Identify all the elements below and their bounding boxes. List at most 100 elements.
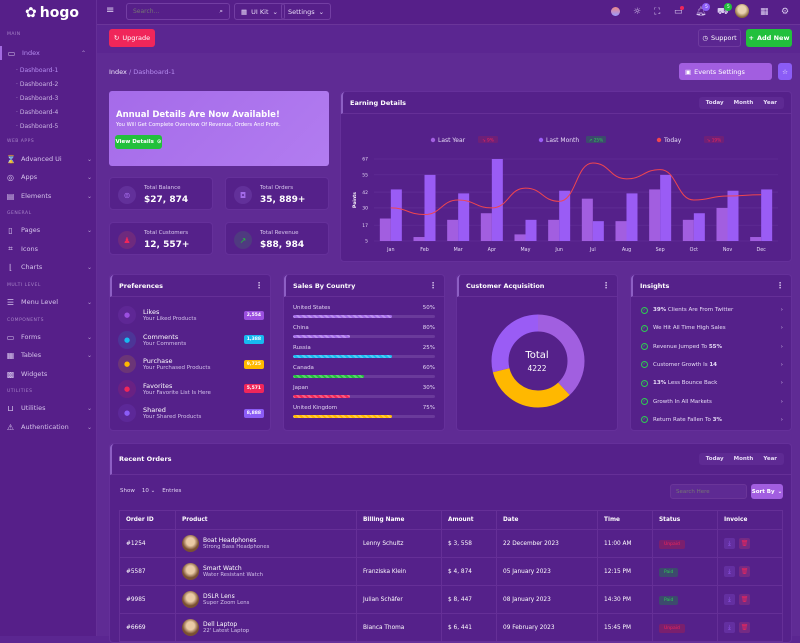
search-icon[interactable]: ⌕ [219, 7, 223, 15]
events-settings-button[interactable]: ▣ Events Settings [679, 63, 772, 80]
more-icon[interactable]: ⋮ [255, 281, 263, 290]
download-icon[interactable]: ⤓ [724, 622, 735, 633]
bar-last-month[interactable] [592, 221, 604, 241]
bar-last-month[interactable] [458, 193, 470, 241]
gear-icon[interactable]: ⚙ [781, 7, 790, 17]
column-header[interactable]: Date [496, 510, 598, 530]
sidebar-item-menu-level[interactable]: ☰ Menu Level ⌄ [6, 297, 92, 307]
sidebar-item-dashboard-2[interactable]: Dashboard-2 [16, 81, 59, 88]
sidebar-item-advanced-ui[interactable]: ⌛ Advanced Ui ⌄ [6, 154, 92, 164]
sidebar-item-authentication[interactable]: ⚠ Authentication ⌄ [6, 422, 92, 432]
legend-item[interactable]: Today ↘ 19% [656, 136, 724, 144]
preference-item[interactable]: ● Likes Your Liked Products 2,554 [118, 303, 264, 327]
view-details-button[interactable]: View Details ⊙ [115, 135, 162, 149]
bar-last-year[interactable] [581, 198, 593, 241]
bar-last-month[interactable] [559, 190, 571, 241]
menu-toggle-icon[interactable]: ≡ [106, 5, 115, 16]
flag-icon[interactable] [611, 7, 620, 16]
bar-last-year[interactable] [548, 219, 560, 241]
more-icon[interactable]: ⋮ [776, 281, 784, 290]
column-header[interactable]: Product [175, 510, 357, 530]
sidebar-item-widgets[interactable]: ▩ Widgets [6, 369, 48, 379]
sidebar-item-index[interactable]: ▭ Index ⌃ [0, 46, 86, 60]
delete-icon[interactable]: 🗑︎ [739, 538, 750, 549]
preference-item[interactable]: ● Purchase Your Purchased Products 9,725 [118, 352, 264, 376]
apps-grid-icon[interactable]: ▦ [760, 7, 769, 17]
bar-last-year[interactable] [615, 221, 627, 241]
insight-item[interactable]: ✓ Customer Growth Is 14 › [641, 361, 783, 369]
sidebar-item-icons[interactable]: ⌗ Icons [6, 242, 92, 256]
column-header[interactable]: Amount [441, 510, 497, 530]
delete-icon[interactable]: 🗑︎ [739, 566, 750, 577]
donut-slice[interactable] [491, 314, 585, 408]
download-icon[interactable]: ⤓ [724, 566, 735, 577]
search-input[interactable] [133, 8, 213, 15]
messages-icon[interactable]: ▭ [674, 6, 684, 17]
insight-item[interactable]: ✓ 13% Less Bounce Back › [641, 379, 783, 387]
brand-logo[interactable]: ✿ hogo [25, 5, 79, 21]
column-header[interactable]: Time [597, 510, 653, 530]
sidebar-item-dashboard-3[interactable]: Dashboard-3 [16, 95, 59, 102]
sidebar-item-dashboard-5[interactable]: Dashboard-5 [16, 123, 59, 130]
user-avatar[interactable] [735, 4, 749, 18]
bar-last-month[interactable] [660, 174, 672, 241]
search-box[interactable]: ⌕ [126, 3, 230, 20]
sidebar-item-apps[interactable]: ◎ Apps ⌄ [7, 172, 92, 182]
download-icon[interactable]: ⤓ [724, 538, 735, 549]
sidebar-item-dashboard-4[interactable]: Dashboard-4 [16, 109, 59, 116]
bar-last-year[interactable] [750, 237, 762, 241]
delete-icon[interactable]: 🗑︎ [739, 594, 750, 605]
notifications-icon[interactable]: 🔔︎ 5 [695, 3, 711, 17]
fullscreen-icon[interactable]: ⛶ [654, 7, 661, 17]
tab-today[interactable]: Today [705, 456, 724, 462]
bar-last-year[interactable] [682, 219, 694, 241]
bar-last-month[interactable] [727, 190, 739, 241]
bar-last-year[interactable] [379, 218, 391, 241]
preference-item[interactable]: ● Favorites Your Favorite List Is Here 5,… [118, 377, 264, 401]
sidebar-item-dashboard-1[interactable]: Dashboard-1 [16, 67, 59, 74]
bar-last-year[interactable] [413, 237, 425, 241]
bar-last-year[interactable] [447, 219, 459, 241]
sidebar-item-charts[interactable]: ⌊ Charts ⌄ [6, 260, 92, 274]
preference-item[interactable]: ● Comments Your Comments 1,388 [118, 328, 264, 352]
tab-year[interactable]: Year [763, 456, 777, 462]
ui-kit-dropdown[interactable]: ▦ UI Kit ⌄ [234, 3, 285, 20]
sidebar-item-pages[interactable]: ▯ Pages ⌄ [6, 223, 92, 237]
sort-by-button[interactable]: Sort By ⌄ [751, 484, 783, 499]
column-header[interactable]: Billing Name [356, 510, 442, 530]
bar-last-month[interactable] [491, 159, 503, 241]
insight-item[interactable]: ✓ Return Rate Fallen To 3% › [641, 416, 783, 424]
upgrade-button[interactable]: ↻ Upgrade [109, 29, 155, 47]
bar-last-month[interactable] [390, 189, 402, 241]
insight-item[interactable]: ✓ Revenue Jumped To 55% › [641, 343, 783, 351]
legend-item[interactable]: Last Month ↗ 25% [538, 136, 606, 144]
insight-item[interactable]: ✓ Growth In All Markets › [641, 398, 783, 405]
tab-year[interactable]: Year [763, 99, 777, 106]
breadcrumb-index[interactable]: Index [109, 68, 127, 76]
tab-month[interactable]: Month [733, 99, 754, 106]
favorite-button[interactable]: ☆ [778, 63, 792, 80]
insight-item[interactable]: ✓ We Hit All Time High Sales › [641, 324, 783, 332]
tab-today[interactable]: Today [705, 99, 724, 106]
donut-slice[interactable] [491, 314, 585, 408]
bar-last-year[interactable] [649, 189, 661, 241]
sidebar-item-tables[interactable]: ▦ Tables ⌄ [6, 350, 92, 360]
bar-last-year[interactable] [716, 207, 728, 241]
delete-icon[interactable]: 🗑︎ [739, 622, 750, 633]
more-icon[interactable]: ⋮ [602, 281, 610, 290]
preference-item[interactable]: ● Shared Your Shared Products 8,888 [118, 401, 264, 425]
bar-last-month[interactable] [626, 193, 638, 241]
bar-last-month[interactable] [424, 174, 436, 241]
column-header[interactable]: Order ID [119, 510, 176, 530]
add-new-button[interactable]: + Add New [746, 29, 792, 47]
support-button[interactable]: ◷ Support [698, 29, 741, 47]
download-icon[interactable]: ⤓ [724, 594, 735, 605]
column-header[interactable]: Invoice [717, 510, 783, 530]
sidebar-item-utilities[interactable]: ⊔ Utilities ⌄ [7, 403, 92, 413]
more-icon[interactable]: ⋮ [429, 281, 437, 290]
bar-last-year[interactable] [480, 213, 492, 241]
insight-item[interactable]: ✓ 39% Clients Are From Twitter › [641, 306, 783, 314]
bar-last-month[interactable] [761, 189, 773, 241]
legend-item[interactable]: Last Year ↘ 9% [430, 136, 498, 144]
tab-month[interactable]: Month [733, 456, 754, 462]
